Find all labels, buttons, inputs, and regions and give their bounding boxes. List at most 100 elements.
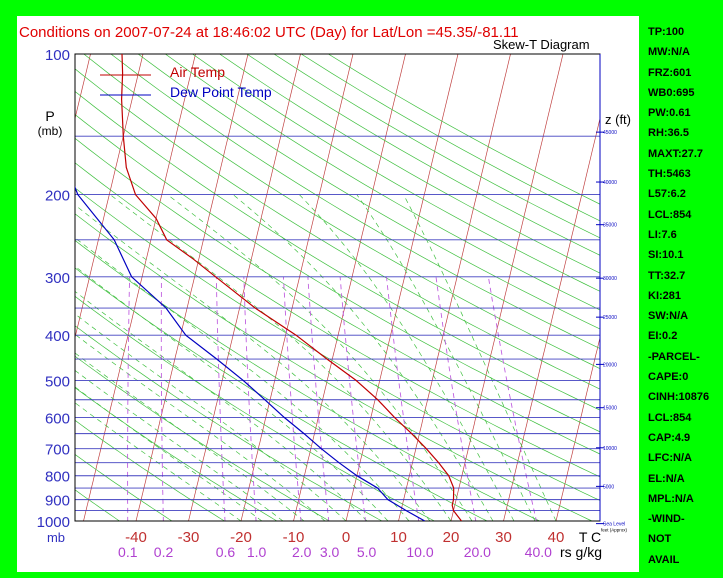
chart-title: Conditions on 2007-07-24 at 18:46:02 UTC… — [19, 24, 519, 41]
stat-item: TP:100 — [648, 26, 685, 38]
height-tick-label: Sea Level — [603, 522, 625, 528]
dry-adiabat-line — [75, 213, 593, 521]
air-temp-profile — [120, 54, 462, 521]
height-tick-label: 35000 — [603, 223, 617, 229]
moist-adiabat-line — [75, 402, 242, 521]
moist-adiabat-line — [75, 386, 263, 521]
pressure-tick-label: 100 — [45, 47, 70, 64]
stat-item: TT:32.7 — [648, 269, 686, 282]
mixing-ratio-tick-label: 5.0 — [357, 544, 377, 560]
height-tick-label: 30000 — [603, 276, 617, 282]
mixing-ratio-tick-label: 0.1 — [118, 544, 138, 560]
mixing-ratio-line — [243, 276, 257, 521]
temperature-tick-label: -30 — [178, 529, 200, 546]
height-tick-label: feet (Approx) — [601, 528, 628, 533]
height-tick-label: 45000 — [603, 130, 617, 136]
temperature-tick-label: 0 — [342, 529, 350, 546]
mixing-ratio-line — [282, 276, 302, 521]
legend-label: Dew Point Temp — [170, 84, 272, 100]
dry-adiabat-line — [75, 325, 383, 521]
pressure-tick-label: 800 — [45, 469, 70, 486]
mixing-ratio-tick-label: 3.0 — [320, 544, 340, 560]
dry-adiabat-line — [246, 54, 600, 256]
temperature-tick-label: -10 — [283, 529, 305, 546]
stat-item: CINH:10876 — [648, 391, 710, 404]
stat-item: MPL:N/A — [648, 492, 694, 505]
temperature-tick-label: -20 — [230, 529, 252, 546]
stat-item: NOT — [648, 533, 672, 546]
temperature-tick-label: -40 — [125, 529, 147, 546]
mixing-ratio-tick-label: 10.0 — [406, 544, 433, 560]
stat-item: WB0:695 — [648, 86, 695, 99]
dry-adiabat-line — [75, 239, 541, 521]
pressure-tick-label: 600 — [45, 410, 70, 427]
stat-item: LFC:N/A — [648, 452, 692, 465]
pressure-tick-label: 700 — [45, 442, 70, 459]
mixing-ratio-line — [127, 276, 131, 521]
temperature-tick-label: 30 — [495, 529, 512, 546]
temperature-tick-label: 10 — [390, 529, 407, 546]
isotherm-line — [345, 54, 459, 521]
pressure-tick-label: 900 — [45, 493, 70, 510]
dry-adiabat-line — [75, 419, 226, 521]
stat-item: LCL:854 — [648, 208, 692, 221]
dry-adiabat-line — [75, 187, 600, 501]
moist-adiabat-line — [75, 290, 368, 521]
moist-adiabat-line — [167, 194, 473, 521]
stat-item: PW:0.61 — [648, 107, 691, 120]
stat-item: EL:N/A — [648, 472, 685, 485]
moist-adiabat-line — [75, 265, 389, 521]
mixing-ratio-line — [386, 276, 420, 521]
pressure-tick-label: 500 — [45, 373, 70, 390]
mixing-ratio-tick-label: 0.2 — [154, 544, 174, 560]
y-axis-label-unit: (mb) — [38, 124, 63, 138]
stat-item: -PARCEL- — [648, 350, 700, 363]
mixing-ratio-line — [160, 276, 164, 521]
height-tick-label: 10000 — [603, 446, 617, 452]
stat-item: SI:10.1 — [648, 249, 684, 262]
dry-adiabat-line — [191, 54, 600, 292]
isotherm-line — [188, 54, 301, 521]
temperature-tick-label: 40 — [548, 529, 565, 546]
mixing-ratio-line — [487, 276, 537, 521]
isotherm-line — [555, 336, 600, 521]
legend: Air Temp Dew Point Temp — [100, 64, 272, 100]
dry-adiabat-line — [83, 54, 600, 369]
stat-item: CAPE:0 — [648, 371, 689, 384]
pressure-unit-label: mb — [47, 530, 65, 545]
stat-item: KI:281 — [648, 289, 682, 302]
dry-adiabat-line — [75, 387, 278, 521]
height-tick-label: 25000 — [603, 315, 617, 321]
dry-adiabat-line — [137, 54, 600, 330]
isotherm-line — [398, 54, 511, 521]
moist-adiabat-line — [75, 370, 284, 521]
stat-item: LCL:854 — [648, 411, 692, 424]
stat-item: RH:36.5 — [648, 127, 689, 140]
diagram-name: Skew-T Diagram — [493, 37, 590, 52]
y-axis-label: P — [45, 108, 54, 124]
dry-adiabat-line — [75, 355, 331, 521]
dry-adiabat-line — [75, 489, 121, 521]
mixing-ratio-line — [435, 276, 477, 521]
height-tick-label: 5000 — [603, 484, 614, 490]
mixing-ratio-tick-label: 1.0 — [247, 544, 267, 560]
dry-adiabat-line — [75, 267, 488, 521]
stat-item: MAXT:27.7 — [648, 147, 704, 160]
stat-item: MW:N/A — [648, 46, 690, 59]
isotherm-line — [0, 33, 43, 531]
stat-item: -WIND- — [648, 513, 685, 526]
legend-label: Air Temp — [170, 64, 225, 80]
height-axis-label: z (ft) — [605, 112, 631, 127]
moist-adiabat-line — [299, 194, 515, 521]
height-tick-label: 40000 — [603, 180, 617, 186]
stat-item: AVAIL — [648, 553, 680, 566]
stat-item: SW:N/A — [648, 310, 689, 323]
temperature-unit-label: T C — [579, 529, 601, 545]
stat-item: LI:7.6 — [648, 228, 677, 241]
height-tick-label: 20000 — [603, 362, 617, 368]
pressure-tick-label: 300 — [45, 270, 70, 287]
dry-adiabat-line — [75, 453, 173, 521]
mixing-ratio-tick-label: 40.0 — [525, 544, 552, 560]
plot-panel — [17, 16, 639, 572]
